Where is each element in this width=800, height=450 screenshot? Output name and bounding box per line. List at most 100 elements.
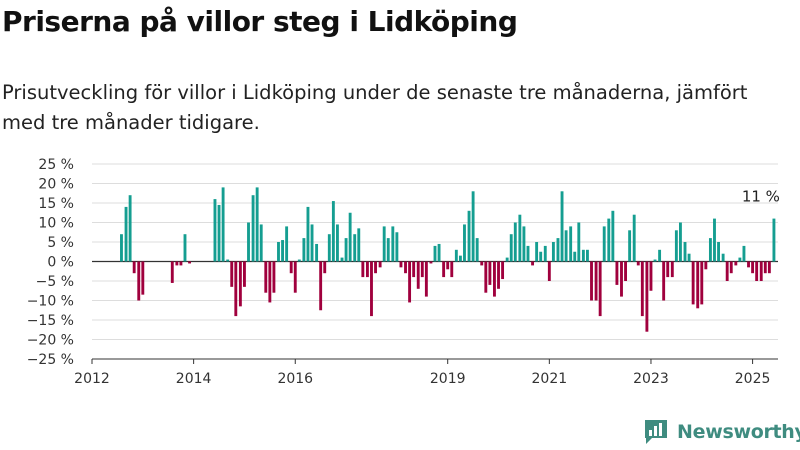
bar [543, 245, 547, 262]
bar [509, 234, 513, 262]
bar [424, 261, 428, 297]
bar [725, 261, 729, 281]
bar [620, 261, 623, 297]
bar [446, 261, 450, 270]
bar [586, 249, 589, 262]
bar [340, 257, 344, 262]
y-tick-label: 20 % [38, 177, 74, 193]
bar [628, 230, 632, 262]
bar [475, 238, 479, 262]
bar [594, 261, 598, 301]
bar [729, 261, 733, 274]
bar [535, 242, 539, 262]
bar [251, 195, 255, 262]
bar [293, 261, 297, 293]
bar [649, 261, 653, 291]
bar [691, 261, 695, 305]
bar [183, 234, 187, 262]
bar [598, 261, 602, 317]
bar [569, 226, 573, 262]
bar [272, 261, 276, 293]
bar [611, 210, 615, 262]
bar [327, 234, 331, 262]
y-tick-label: −15 % [27, 313, 74, 329]
bar [738, 257, 742, 262]
bar [137, 261, 141, 301]
bar [755, 261, 759, 281]
bar [408, 261, 412, 303]
newsworthy-logo: Newsworthy [643, 418, 800, 446]
bar [221, 187, 225, 262]
bar [391, 226, 395, 262]
bar [458, 255, 462, 262]
bar [687, 253, 691, 262]
bar [577, 222, 581, 262]
bar [480, 261, 484, 266]
bar [374, 261, 377, 274]
bar [505, 257, 509, 262]
bar [615, 261, 619, 285]
bar [120, 234, 123, 262]
bars [120, 187, 776, 332]
bar [539, 251, 543, 262]
bar [124, 206, 128, 262]
bar [713, 218, 716, 262]
bar [412, 261, 416, 278]
bar [323, 261, 327, 274]
bar [551, 242, 555, 262]
bar [763, 261, 767, 274]
brand-name: Newsworthy [677, 421, 800, 443]
bar [556, 238, 560, 262]
bar [560, 191, 564, 262]
bar [395, 232, 399, 262]
bar [590, 261, 593, 301]
bar [696, 261, 700, 309]
bar [226, 259, 230, 262]
bar [319, 261, 323, 311]
bar [674, 230, 678, 262]
bar [708, 238, 712, 262]
bar [243, 261, 246, 287]
bar [386, 238, 390, 262]
bar [179, 261, 183, 266]
bar [399, 261, 403, 268]
x-tick-label: 2012 [74, 371, 110, 387]
bar [335, 224, 339, 262]
y-tick-label: 25 % [38, 157, 74, 173]
bar [420, 261, 424, 278]
bar [217, 204, 221, 262]
x-axis: 2012 2014 2016 2019 2021 2023 2025 [74, 358, 778, 387]
bar [573, 251, 577, 262]
x-tick-label: 2016 [277, 371, 313, 387]
y-tick-label: −5 % [36, 274, 74, 290]
bar [471, 191, 475, 262]
bar [734, 261, 738, 266]
bar [747, 261, 750, 268]
bar [344, 238, 348, 262]
x-tick-label: 2025 [735, 371, 771, 387]
y-axis-labels: 25 % 20 % 15 % 10 % 5 % 0 % −5 % −10 % −15 % −20 … [27, 157, 74, 368]
bar [382, 226, 386, 262]
bar [188, 261, 192, 264]
bar [759, 261, 763, 281]
bar [331, 201, 335, 262]
bar [581, 249, 585, 262]
y-tick-label: −25 % [27, 352, 74, 368]
bar [277, 242, 280, 262]
bar [624, 261, 627, 281]
bar [767, 261, 771, 274]
bar [683, 242, 687, 262]
bar [636, 261, 640, 266]
bar [721, 253, 725, 262]
bar [365, 261, 369, 278]
bar [607, 218, 611, 262]
bar [717, 242, 720, 262]
bar [255, 187, 259, 262]
bar [493, 261, 496, 297]
bar [564, 230, 568, 262]
bar [348, 212, 352, 262]
bar [678, 222, 682, 262]
bar [370, 261, 373, 317]
bar [175, 261, 179, 266]
bar [484, 261, 488, 293]
